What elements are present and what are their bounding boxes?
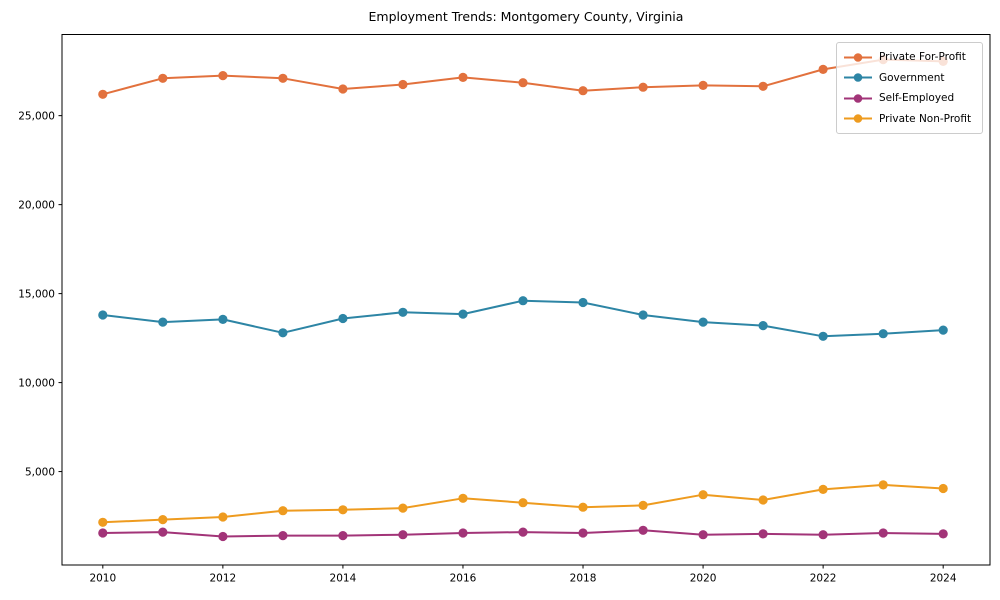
series-marker-private-non-profit	[758, 495, 768, 505]
series-line-private-for-profit	[101, 58, 945, 96]
x-axis-tick-label: 2016	[450, 573, 477, 585]
series-marker-government	[878, 329, 888, 339]
x-axis-tick-label: 2022	[810, 573, 837, 585]
series-marker-private-for-profit	[98, 89, 108, 99]
x-axis-tick-label: 2012	[210, 573, 237, 585]
series-marker-private-for-profit	[578, 86, 588, 96]
legend-item-self-employed: Self-Employed	[844, 88, 976, 109]
legend-item-government: Government	[844, 68, 976, 89]
legend-dot	[853, 93, 863, 103]
series-marker-self-employed	[878, 528, 888, 538]
series-marker-self-employed	[98, 528, 108, 538]
series-marker-private-for-profit	[458, 72, 468, 82]
series-marker-private-non-profit	[818, 484, 828, 494]
series-marker-self-employed	[938, 529, 948, 539]
self-employed-line-marker-icon	[844, 93, 872, 103]
series-marker-government	[98, 310, 108, 320]
y-axis-tick-label: 20,000	[18, 199, 55, 211]
series-marker-self-employed	[458, 528, 468, 538]
series-marker-private-for-profit	[698, 80, 708, 90]
series-marker-private-non-profit	[338, 505, 348, 515]
series-marker-private-non-profit	[158, 515, 168, 525]
series-marker-self-employed	[218, 531, 228, 542]
series-marker-self-employed	[398, 530, 408, 540]
legend-label: Private Non-Profit	[879, 112, 972, 125]
series-marker-private-non-profit	[698, 490, 708, 500]
y-axis-tick-label: 25,000	[18, 110, 55, 122]
series-marker-private-for-profit	[518, 78, 528, 88]
series-marker-government	[698, 317, 708, 327]
series-marker-private-for-profit	[758, 81, 768, 91]
private-for-profit-line-marker-icon	[844, 52, 872, 62]
series-marker-government	[518, 296, 528, 306]
series-marker-private-for-profit	[278, 73, 288, 83]
series-marker-private-for-profit	[638, 82, 648, 92]
series-marker-self-employed	[278, 531, 288, 541]
series-marker-self-employed	[158, 527, 168, 537]
series-marker-private-non-profit	[278, 506, 288, 516]
series-marker-government	[218, 314, 228, 324]
series-marker-self-employed	[578, 528, 588, 538]
series-marker-self-employed	[338, 531, 348, 541]
legend-dot	[853, 114, 863, 124]
series-marker-private-non-profit	[458, 493, 468, 503]
series-marker-private-non-profit	[398, 503, 408, 513]
series-marker-government	[818, 331, 828, 341]
series-marker-private-for-profit	[398, 79, 408, 90]
series-marker-self-employed	[758, 529, 768, 539]
series-marker-private-for-profit	[218, 71, 228, 81]
y-axis-tick-label: 10,000	[18, 377, 55, 389]
axes-frame	[61, 34, 991, 566]
series-marker-private-non-profit	[218, 512, 228, 522]
x-axis-tick-label: 2014	[330, 573, 357, 585]
x-axis-tick-label: 2024	[930, 573, 957, 585]
legend-label: Government	[879, 71, 945, 84]
legend-item-private-for-profit: Private For-Profit	[844, 47, 976, 68]
series-marker-private-for-profit	[158, 73, 168, 83]
legend-dot	[853, 73, 863, 83]
series-marker-government	[758, 321, 768, 331]
series-marker-self-employed	[518, 527, 528, 537]
series-marker-self-employed	[638, 525, 648, 535]
series-marker-government	[938, 325, 948, 335]
private-non-profit-line-marker-icon	[844, 114, 872, 124]
series-marker-government	[578, 297, 588, 308]
x-axis-tick-label: 2018	[570, 573, 597, 585]
series-marker-private-non-profit	[98, 517, 108, 527]
legend-label: Self-Employed	[879, 92, 955, 105]
x-axis-tick-label: 2010	[89, 573, 116, 585]
legend-label: Private For-Profit	[879, 51, 966, 64]
series-line-government	[101, 299, 945, 338]
series-marker-self-employed	[698, 530, 708, 540]
series-marker-private-for-profit	[338, 84, 348, 94]
legend: Private For-Profit Government Self-Employe…	[836, 42, 983, 134]
series-marker-private-for-profit	[818, 64, 828, 74]
series-marker-private-non-profit	[638, 500, 648, 510]
series-marker-government	[458, 309, 468, 319]
legend-item-private-non-profit: Private Non-Profit	[844, 109, 976, 130]
series-marker-government	[638, 310, 648, 320]
series-marker-private-non-profit	[878, 480, 888, 490]
y-axis-tick-label: 15,000	[18, 288, 55, 300]
series-marker-private-non-profit	[578, 502, 588, 512]
y-axis-tick-label: 5,000	[25, 466, 55, 478]
series-marker-government	[158, 317, 168, 327]
series-marker-government	[338, 313, 348, 324]
x-axis-tick-label: 2020	[690, 573, 717, 585]
series-marker-government	[278, 328, 288, 338]
series-marker-government	[398, 307, 408, 317]
legend-dot	[853, 52, 863, 62]
series-marker-private-non-profit	[518, 498, 528, 508]
series-marker-private-non-profit	[938, 483, 948, 494]
government-line-marker-icon	[844, 73, 872, 83]
series-marker-self-employed	[818, 530, 828, 540]
chart-title: Employment Trends: Montgomery County, Vi…	[368, 9, 684, 24]
